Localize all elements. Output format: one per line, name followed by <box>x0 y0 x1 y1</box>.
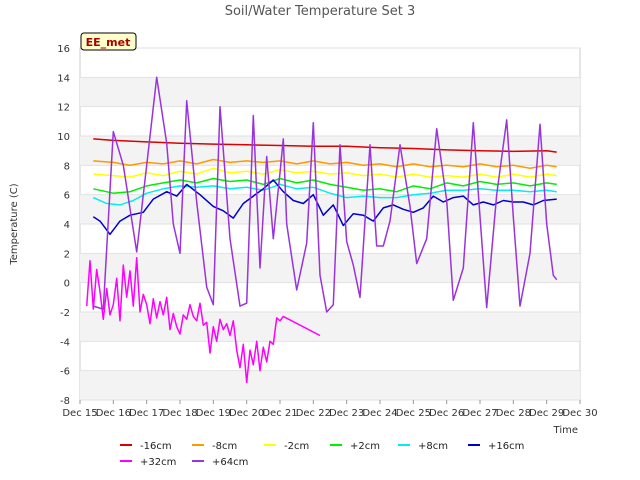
x-tick-label: Dec 24 <box>362 408 397 419</box>
x-tick-label: Dec 16 <box>96 408 131 419</box>
series-line-2cm <box>93 167 557 178</box>
legend-label: -8cm <box>212 441 237 452</box>
x-tick-label: Dec 25 <box>396 408 431 419</box>
y-tick-label: 0 <box>64 279 70 290</box>
grid-bands <box>80 47 580 401</box>
y-tick-label: 2 <box>64 249 70 260</box>
legend-label: +64cm <box>212 457 248 468</box>
legend-label: +8cm <box>418 441 448 452</box>
y-tick-label: -2 <box>60 308 70 319</box>
y-tick-label: -8 <box>60 396 70 407</box>
legend: -16cm -8cm -2cm +2cm +8cm +16cm +32cm +64cm <box>120 441 524 468</box>
series-line-16cm <box>93 138 557 153</box>
x-tick-label: Dec 30 <box>562 408 597 419</box>
grid-band <box>80 253 580 283</box>
x-axis-label: Time <box>553 425 578 436</box>
grid-band <box>80 312 580 342</box>
series-line-32cm <box>85 256 321 384</box>
y-tick-label: 16 <box>57 44 70 55</box>
series-lines <box>85 76 558 384</box>
y-tick-label: 14 <box>57 73 70 84</box>
y-axis-label: Temperature (C) <box>9 183 20 265</box>
grid-band <box>80 370 580 400</box>
y-tick-label: 10 <box>57 132 70 143</box>
x-tick-label: Dec 29 <box>529 408 564 419</box>
chart-title: Soil/Water Temperature Set 3 <box>225 4 416 19</box>
x-tick-label: Dec 18 <box>162 408 197 419</box>
annotation-label: EE_met <box>86 36 131 49</box>
x-tick-label: Dec 22 <box>296 408 331 419</box>
x-tick-label: Dec 26 <box>429 408 464 419</box>
series-line-8cm <box>92 183 557 206</box>
legend-label: -16cm <box>140 441 172 452</box>
legend-label: +2cm <box>350 441 380 452</box>
x-tick-label: Dec 27 <box>462 408 497 419</box>
x-tick-label: Dec 23 <box>329 408 364 419</box>
legend-label: +32cm <box>140 457 176 468</box>
x-tick-label: Dec 21 <box>262 408 297 419</box>
y-tick-label: -4 <box>60 337 70 348</box>
y-tick-label: 12 <box>57 103 70 114</box>
x-tick-label: Dec 17 <box>129 408 164 419</box>
x-tick-label: Dec 28 <box>496 408 531 419</box>
series-line-16cm <box>92 179 557 236</box>
annotation-box: EE_met <box>80 32 137 51</box>
y-axis-ticks: -8 -6 -4 -2 0 2 4 6 8 10 12 14 16 <box>57 44 70 407</box>
series-line-2cm <box>93 177 557 194</box>
y-tick-label: 6 <box>64 191 70 202</box>
series-line-64cm <box>93 76 558 313</box>
x-tick-label: Dec 20 <box>229 408 264 419</box>
y-tick-label: 4 <box>64 220 70 231</box>
y-tick-label: 8 <box>64 161 70 172</box>
legend-label: -2cm <box>284 441 309 452</box>
x-tick-label: Dec 19 <box>196 408 231 419</box>
series-line-8cm <box>93 158 557 170</box>
grid-band <box>80 77 580 107</box>
x-tick-label: Dec 15 <box>62 408 97 419</box>
y-tick-label: -6 <box>60 367 70 378</box>
legend-label: +16cm <box>488 441 524 452</box>
